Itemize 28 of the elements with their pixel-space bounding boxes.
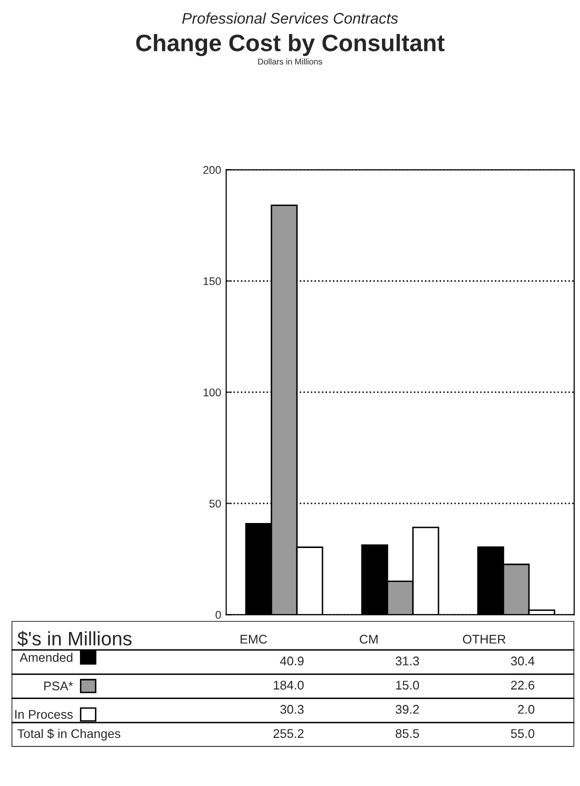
y-tick-label: 200	[203, 166, 221, 174]
text: 55.0	[510, 729, 534, 738]
chart-subtitle: Dollars in Millions	[258, 58, 322, 65]
text: 85.5	[396, 729, 419, 738]
chart-title: Change Cost by Consultant	[136, 34, 445, 56]
x-tick-label: OTHER	[462, 634, 506, 644]
y-tick-label: 150	[204, 277, 221, 286]
data-label: 15.0	[396, 680, 419, 690]
data-label: 30.3	[280, 704, 304, 714]
legend-label: In Process	[15, 710, 73, 719]
x-tick-label: EMC	[240, 634, 267, 644]
x-tick-label: CM	[360, 634, 378, 644]
text: Professional Services Contracts	[182, 12, 398, 24]
y-tick-label: 0	[216, 610, 221, 619]
text: $'s in Millions	[17, 630, 132, 647]
data-label: 40.9	[280, 656, 304, 666]
data-label: 30.4	[510, 656, 534, 666]
text: 255.2	[274, 729, 304, 738]
data-label: 31.3	[396, 656, 419, 666]
data-label: 2.0	[518, 704, 534, 714]
legend-label: Amended	[20, 652, 72, 662]
data-label: 184.0	[274, 680, 304, 690]
text: Total $ in Changes	[18, 728, 120, 741]
data-label: 22.6	[511, 680, 534, 690]
legend-label: PSA*	[44, 682, 73, 690]
y-tick-label: 100	[204, 388, 221, 396]
y-tick-label: 50	[209, 500, 221, 508]
data-label: 39.2	[396, 704, 419, 714]
